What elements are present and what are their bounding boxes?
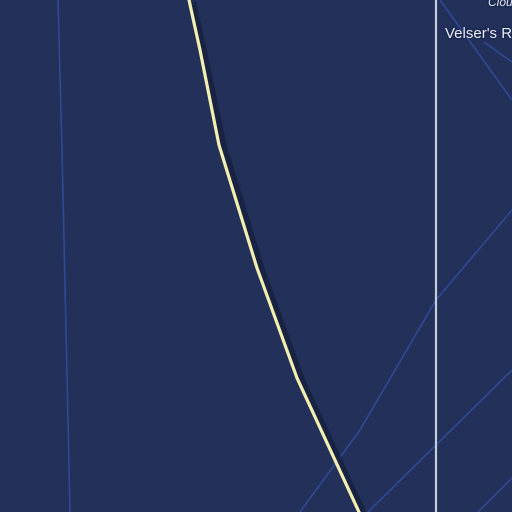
minor-road-diagonal-bottom	[367, 369, 512, 512]
highlight-road[interactable]	[187, 0, 361, 512]
road-label: Velser's R	[445, 25, 512, 42]
minor-road-diagonal-lower	[299, 209, 512, 512]
minor-road-bottom-right	[477, 477, 512, 512]
highlight-road-shadow	[190, 1, 367, 512]
minor-road-top-right-edge	[483, 41, 512, 63]
area-label-top: Clou	[488, 0, 512, 9]
minor-road-left-vertical	[57, 0, 71, 512]
minor-road-top-right	[439, 0, 512, 101]
